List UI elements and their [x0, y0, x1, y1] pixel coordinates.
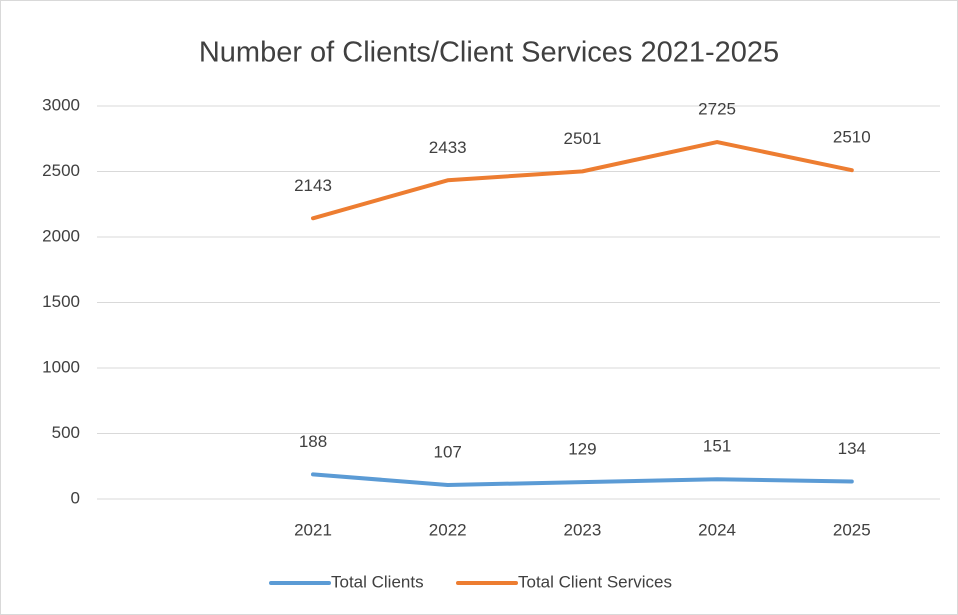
data-label: 107	[434, 442, 462, 461]
data-label: 129	[568, 440, 596, 459]
series-line	[311, 140, 854, 221]
data-label: 2143	[294, 176, 332, 195]
legend-label: Total Clients	[331, 572, 424, 591]
x-tick-label: 2025	[833, 520, 871, 539]
x-tick-label: 2024	[698, 520, 736, 539]
y-tick-label: 3000	[42, 95, 80, 114]
y-tick-label: 2500	[42, 161, 80, 180]
x-tick-label: 2022	[429, 520, 467, 539]
data-label: 151	[703, 437, 731, 456]
data-label: 2433	[429, 138, 467, 157]
data-label: 2510	[833, 128, 871, 147]
data-label: 134	[838, 439, 866, 458]
data-label: 188	[299, 432, 327, 451]
legend-label: Total Client Services	[518, 572, 672, 591]
y-tick-label: 1000	[42, 357, 80, 376]
data-label: 2725	[698, 100, 736, 119]
y-tick-label: 1500	[42, 292, 80, 311]
x-tick-label: 2023	[563, 520, 601, 539]
y-tick-label: 500	[52, 423, 80, 442]
data-label: 2501	[563, 129, 601, 148]
y-tick-label: 2000	[42, 226, 80, 245]
y-tick-label: 0	[71, 488, 80, 507]
chart-title: Number of Clients/Client Services 2021-2…	[199, 37, 779, 69]
x-tick-label: 2021	[294, 520, 332, 539]
series-line	[311, 472, 854, 487]
